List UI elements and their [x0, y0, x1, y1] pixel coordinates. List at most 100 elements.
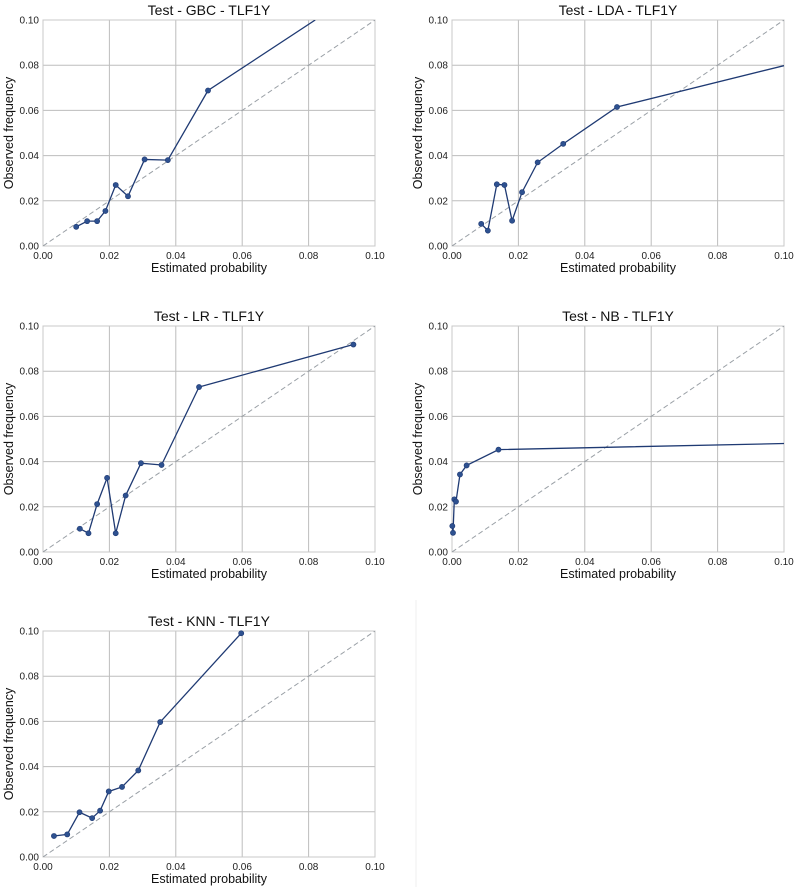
x-tick-label: 0.04: [575, 251, 595, 262]
data-point: [104, 474, 110, 481]
y-tick-label: 0.06: [429, 106, 449, 117]
data-point: [125, 193, 131, 200]
y-axis-label: Observed frequency: [411, 76, 425, 189]
x-tick-label: 0.04: [166, 251, 186, 262]
perfect-calibration-line: [43, 631, 375, 857]
plot-frame: [451, 325, 785, 553]
calibration-curve: [480, 65, 784, 232]
y-tick-label: 0.08: [20, 367, 40, 378]
x-tick-label: 0.00: [33, 862, 53, 873]
y-axis-label: Observed frequency: [2, 76, 16, 189]
chart-title: Test - KNN - TLF1Y: [148, 613, 271, 629]
x-tick-label: 0.04: [166, 557, 186, 568]
x-tick-label: 0.08: [299, 862, 319, 873]
x-tick-label: 0.06: [232, 251, 252, 262]
x-tick-label: 0.02: [100, 862, 120, 873]
data-point: [519, 189, 525, 196]
x-tick-label: 0.10: [774, 251, 794, 262]
x-tick-label: 0.04: [575, 557, 595, 568]
y-tick-label: 0.08: [20, 61, 40, 72]
y-tick-label: 0.00: [20, 853, 40, 864]
x-axis-label: Estimated probability: [151, 872, 268, 886]
calibration-curve: [452, 442, 784, 533]
x-tick-label: 0.00: [33, 557, 53, 568]
data-point: [84, 218, 91, 225]
data-point: [457, 471, 463, 478]
data-point: [158, 462, 165, 468]
y-tick-label: 0.06: [20, 106, 40, 117]
y-tick-label: 0.08: [429, 61, 449, 72]
y-tick-label: 0.00: [429, 548, 449, 559]
perfect-calibration-line: [43, 20, 375, 246]
calibration-chart-lr: 0.00 0.02 0.04 0.06 0.08 0.10 0.00 0.02 0.04 0.06…: [2, 308, 385, 581]
data-point: [205, 87, 211, 94]
data-point: [453, 498, 459, 505]
data-point: [493, 181, 500, 188]
chart-title: Test - GBC - TLF1Y: [148, 2, 271, 18]
data-point: [141, 156, 148, 163]
calibration-chart-nb: 0.00 0.02 0.04 0.06 0.08 0.10 0.00 0.02 0.04 0.06…: [411, 308, 794, 581]
y-tick-label: 0.04: [429, 151, 449, 162]
y-axis-label: Observed frequency: [2, 687, 16, 800]
data-point: [501, 182, 508, 188]
data-point: [89, 815, 96, 822]
data-point: [94, 218, 101, 225]
perfect-calibration-line: [452, 20, 784, 246]
data-point: [449, 523, 456, 529]
x-tick-label: 0.00: [442, 251, 462, 262]
x-tick-label: 0.10: [365, 251, 385, 262]
y-tick-label: 0.08: [20, 672, 40, 683]
calibration-chart-knn: 0.00 0.02 0.04 0.06 0.08 0.10 0.00 0.02 0.04 0.06…: [2, 613, 385, 886]
data-point: [196, 384, 202, 390]
data-point: [614, 104, 620, 110]
calibration-chart-lda: 0.00 0.02 0.04 0.06 0.08 0.10 0.00 0.02 0.04 0.06…: [411, 2, 794, 275]
data-point: [119, 784, 125, 790]
y-tick-label: 0.06: [429, 412, 449, 423]
data-point: [73, 223, 80, 230]
x-tick-label: 0.10: [774, 557, 794, 568]
y-tick-label: 0.10: [20, 322, 40, 333]
plot-frame: [451, 19, 785, 247]
plot-frame: [42, 19, 376, 247]
y-tick-label: 0.02: [20, 807, 40, 818]
data-point: [97, 807, 104, 814]
y-tick-label: 0.10: [429, 322, 449, 333]
y-tick-label: 0.04: [20, 762, 40, 773]
data-point: [157, 719, 164, 725]
x-tick-label: 0.08: [299, 557, 319, 568]
data-point: [164, 157, 171, 164]
x-tick-label: 0.02: [100, 557, 120, 568]
data-point: [105, 788, 112, 795]
y-tick-label: 0.06: [20, 412, 40, 423]
data-point: [64, 831, 71, 838]
y-tick-label: 0.10: [20, 16, 40, 27]
data-point: [112, 530, 119, 537]
y-tick-label: 0.02: [429, 196, 449, 207]
x-tick-label: 0.02: [100, 251, 120, 262]
data-point: [51, 833, 57, 839]
x-tick-label: 0.10: [365, 557, 385, 568]
y-tick-label: 0.10: [20, 627, 40, 638]
y-tick-label: 0.00: [429, 242, 449, 253]
perfect-calibration-line: [43, 326, 375, 552]
x-tick-label: 0.04: [166, 862, 186, 873]
x-axis-label: Estimated probability: [151, 261, 268, 275]
x-tick-label: 0.00: [33, 251, 53, 262]
data-point: [450, 529, 456, 536]
data-point: [560, 140, 567, 147]
y-axis-label: Observed frequency: [2, 382, 16, 495]
data-point: [484, 227, 491, 234]
data-point: [463, 462, 470, 469]
x-axis-label: Estimated probability: [151, 567, 268, 581]
perfect-calibration-line: [452, 326, 784, 552]
y-tick-label: 0.04: [20, 457, 40, 468]
data-point: [495, 446, 502, 453]
x-tick-label: 0.06: [641, 557, 661, 568]
x-axis-label: Estimated probability: [560, 567, 677, 581]
y-tick-label: 0.00: [20, 242, 40, 253]
x-tick-label: 0.06: [232, 557, 252, 568]
data-point: [135, 767, 142, 774]
y-tick-label: 0.02: [429, 502, 449, 513]
y-tick-label: 0.08: [429, 367, 449, 378]
